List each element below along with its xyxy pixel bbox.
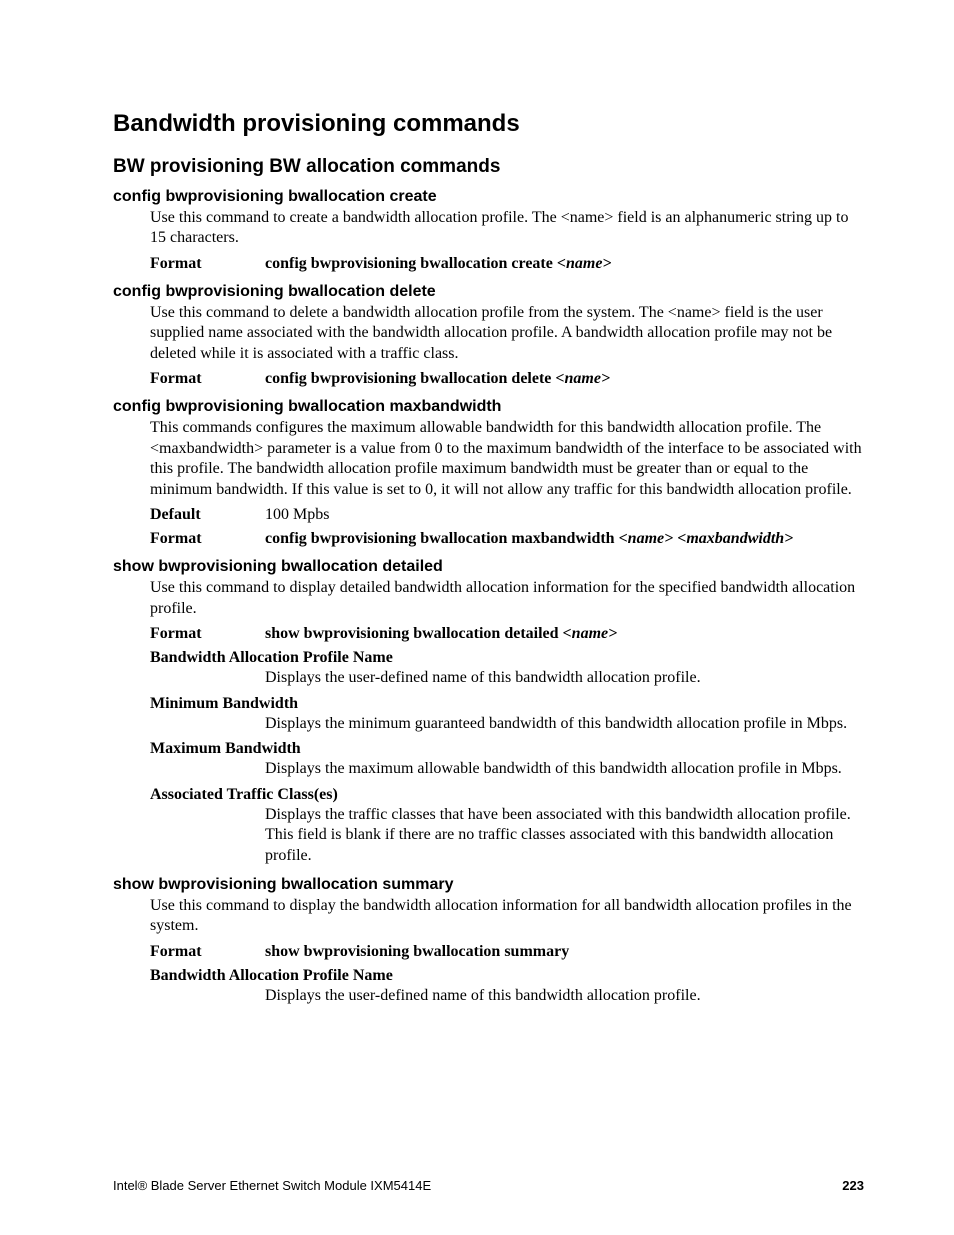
row-value: 100 Mpbs (265, 506, 329, 524)
command-heading: config bwprovisioning bwallocation maxba… (113, 398, 864, 416)
row-value: show bwprovisioning bwallocation summary (265, 943, 569, 961)
footer-product: Intel® Blade Server Ethernet Switch Modu… (113, 1178, 431, 1193)
command-description: Use this command to display the bandwidt… (150, 896, 864, 937)
field-block: Bandwidth Allocation Profile NameDisplay… (150, 967, 864, 1006)
footer-page-number: 223 (842, 1178, 864, 1193)
field-block: Bandwidth Allocation Profile NameDisplay… (150, 649, 864, 688)
page-title: Bandwidth provisioning commands (113, 110, 864, 138)
row-value: config bwprovisioning bwallocation maxba… (265, 530, 793, 548)
field-name: Bandwidth Allocation Profile Name (150, 649, 864, 667)
field-block: Minimum BandwidthDisplays the minimum gu… (150, 695, 864, 734)
command-description: Use this command to display detailed ban… (150, 578, 864, 619)
command-heading: show bwprovisioning bwallocation summary (113, 876, 864, 894)
field-block: Maximum BandwidthDisplays the maximum al… (150, 740, 864, 779)
field-description: Displays the minimum guaranteed bandwidt… (265, 714, 864, 734)
row-label: Default (150, 506, 265, 524)
row-value: config bwprovisioning bwallocation delet… (265, 370, 610, 388)
format-row: Formatconfig bwprovisioning bwallocation… (150, 255, 864, 273)
command-heading: config bwprovisioning bwallocation delet… (113, 283, 864, 301)
format-row: Default100 Mpbs (150, 506, 864, 524)
row-label: Format (150, 943, 265, 961)
command-description: Use this command to delete a bandwidth a… (150, 303, 864, 364)
sections-container: config bwprovisioning bwallocation creat… (113, 188, 864, 1006)
row-value: config bwprovisioning bwallocation creat… (265, 255, 612, 273)
field-description: Displays the traffic classes that have b… (265, 805, 864, 866)
field-name: Minimum Bandwidth (150, 695, 864, 713)
command-description: Use this command to create a bandwidth a… (150, 208, 864, 249)
row-label: Format (150, 530, 265, 548)
field-name: Bandwidth Allocation Profile Name (150, 967, 864, 985)
format-row: Formatshow bwprovisioning bwallocation s… (150, 943, 864, 961)
row-label: Format (150, 255, 265, 273)
command-heading: config bwprovisioning bwallocation creat… (113, 188, 864, 206)
command-description: This commands configures the maximum all… (150, 418, 864, 500)
field-description: Displays the user-defined name of this b… (265, 668, 864, 688)
format-row: Formatconfig bwprovisioning bwallocation… (150, 530, 864, 548)
format-row: Formatconfig bwprovisioning bwallocation… (150, 370, 864, 388)
page-footer: Intel® Blade Server Ethernet Switch Modu… (113, 1178, 864, 1193)
command-section: config bwprovisioning bwallocation creat… (113, 188, 864, 273)
field-name: Associated Traffic Class(es) (150, 786, 864, 804)
row-label: Format (150, 625, 265, 643)
field-description: Displays the maximum allowable bandwidth… (265, 759, 864, 779)
command-heading: show bwprovisioning bwallocation detaile… (113, 558, 864, 576)
command-section: config bwprovisioning bwallocation delet… (113, 283, 864, 388)
command-section: config bwprovisioning bwallocation maxba… (113, 398, 864, 548)
field-description: Displays the user-defined name of this b… (265, 986, 864, 1006)
document-page: Bandwidth provisioning commands BW provi… (0, 0, 954, 1235)
format-row: Formatshow bwprovisioning bwallocation d… (150, 625, 864, 643)
row-value: show bwprovisioning bwallocation detaile… (265, 625, 617, 643)
field-block: Associated Traffic Class(es)Displays the… (150, 786, 864, 866)
command-section: show bwprovisioning bwallocation detaile… (113, 558, 864, 866)
command-section: show bwprovisioning bwallocation summary… (113, 876, 864, 1006)
row-label: Format (150, 370, 265, 388)
page-subtitle: BW provisioning BW allocation commands (113, 156, 864, 178)
field-name: Maximum Bandwidth (150, 740, 864, 758)
